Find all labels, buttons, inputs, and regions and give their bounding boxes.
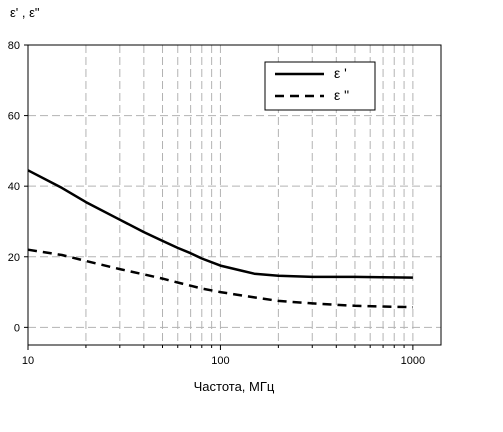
y-tick-label: 20 xyxy=(8,252,20,264)
y-tick-label: 60 xyxy=(8,111,20,123)
series-lines xyxy=(27,169,413,309)
legend-label-eps-double-prime: ε " xyxy=(334,87,349,103)
series-line-eps-double-prime xyxy=(27,248,413,309)
series-line-eps-prime xyxy=(27,169,413,279)
x-tick-label: 100 xyxy=(211,355,229,367)
y-tick-label: 80 xyxy=(8,40,20,52)
y-tick-label: 0 xyxy=(14,322,20,334)
axis-ticks: 0 20 40 60 80 10 100 1000 xyxy=(8,40,425,367)
x-tick-label: 10 xyxy=(22,355,34,367)
x-axis-label: Частота, МГц xyxy=(194,379,275,394)
x-tick-label: 1000 xyxy=(401,355,425,367)
y-tick-label: 40 xyxy=(8,181,20,193)
legend-label-eps-prime: ε ' xyxy=(334,65,347,81)
legend-box xyxy=(264,61,376,111)
y-axis-label: ε' , ε" xyxy=(10,5,40,20)
grid xyxy=(28,45,441,345)
plot-area xyxy=(27,44,442,346)
legend: ε ' ε " xyxy=(264,61,376,111)
